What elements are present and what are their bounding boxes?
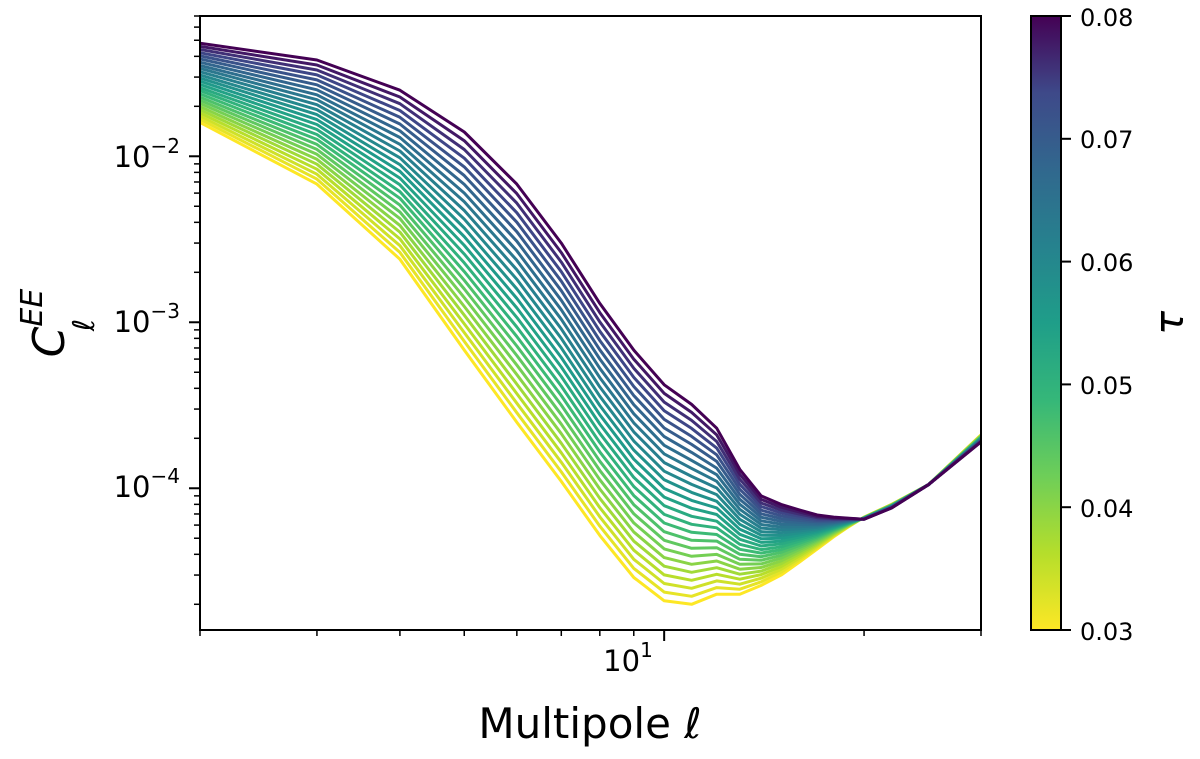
colorbar-tick-0.04: 0.04 (1080, 495, 1133, 523)
y-axis-ticks (189, 15, 200, 606)
series-lines (200, 41, 981, 606)
series-line-25 (200, 41, 981, 521)
colorbar-ticks (1061, 15, 1071, 631)
colorbar-tick-0.03: 0.03 (1080, 618, 1133, 646)
plot-frame (199, 15, 982, 631)
y-tick-label-1e-2: 10−2 (114, 134, 180, 174)
svg-text:CEE: CEE (15, 289, 75, 358)
colorbar-tick-0.06: 0.06 (1080, 249, 1133, 277)
x-axis-label: Multipole ℓ (478, 699, 701, 748)
colorbar-tick-0.05: 0.05 (1080, 372, 1133, 400)
x-axis-ticks (199, 630, 982, 641)
colorbar-label: τ (1147, 310, 1193, 335)
y-tick-label-1e-3: 10−3 (114, 299, 180, 339)
colorbar-tick-0.07: 0.07 (1080, 126, 1133, 154)
x-tick-label-10: 101 (603, 638, 653, 678)
svg-text:ℓ: ℓ (67, 319, 102, 332)
colorbar-tick-0.08: 0.08 (1080, 4, 1133, 32)
colorbar (1030, 15, 1062, 631)
y-axis-label: CEE ℓ (15, 289, 102, 358)
y-tick-label-1e-4: 10−4 (114, 464, 180, 504)
